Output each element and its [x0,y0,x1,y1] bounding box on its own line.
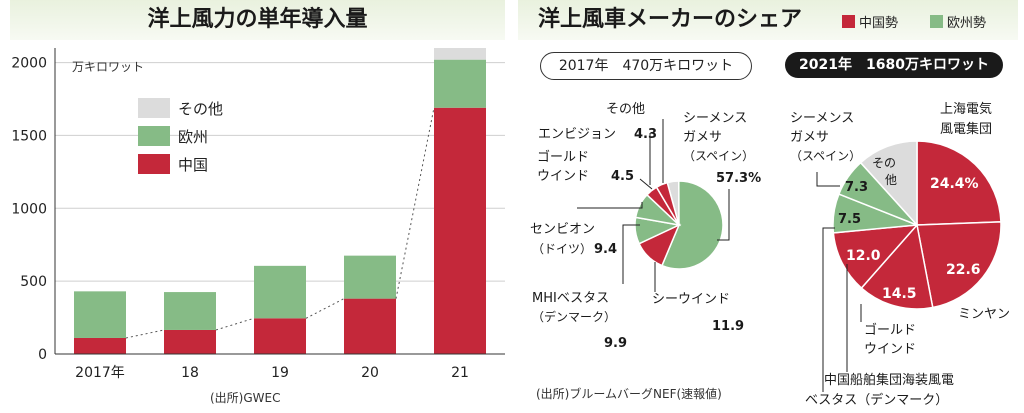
bar-china [74,337,126,354]
legend-europe-bar-swatch [138,126,170,146]
leader-line [717,189,730,241]
label-vestas: ベスタス（デンマーク） [805,392,948,408]
y-tick-label: 0 [38,347,47,363]
pie-2017-labels: その他 エンビジョン 4.3 ゴールド ウインド 4.5 シーメンス ガメサ （… [530,102,761,351]
china-trend-line [215,317,255,331]
value-envision: 4.3 [634,127,657,142]
y-tick-label: 1500 [11,128,47,144]
bar-chart-title: 洋上風力の単年導入量 [10,0,505,40]
leader-line [816,172,840,187]
y-tick-label: 1000 [11,201,47,217]
legend-china-bar-swatch [138,154,170,174]
pie-slice [660,180,724,270]
label-csic: 中国船舶集団海装風電 [824,372,954,388]
label-seawind: シーウインド [652,292,730,307]
x-tick-label: 19 [271,365,289,381]
label-goldwind-2021: ゴールド [864,322,916,338]
value-siemens: 57.3% [716,171,761,186]
label-mhi-2: （デンマーク） [532,309,616,324]
label-goldwind-2: ウインド [537,169,589,184]
label-sonota-2021-2: 他 [885,173,897,187]
china-trend-line [125,329,165,339]
label-senvion-2: （ドイツ） [532,242,592,256]
label-siemens: シーメンス [683,111,747,126]
label-sonota-2021: その [872,156,896,170]
pie-slice [916,221,1002,309]
label-siemens-2: ガメサ [683,130,722,145]
label-envision: エンビジョン [538,127,616,142]
label-mhi: MHIベスタス [532,291,609,306]
x-tick-label: 18 [181,365,199,381]
pie-slice [832,224,919,290]
value-senvion: 9.4 [594,242,617,257]
x-tick-label: 21 [451,365,469,381]
value-goldwind: 4.5 [611,169,634,184]
pie-2017-title: 2017年 470万キロワット [540,52,752,80]
legend-europe-label: 欧州勢 [947,16,987,31]
pie-slice [860,223,934,310]
value-goldwind-2021: 14.5 [882,286,917,302]
legend-other-swatch [138,98,170,118]
label-shanghai: 上海電気 [940,101,992,117]
value-vestas: 7.5 [838,212,861,227]
leader-line [577,202,643,209]
legend-europe-bar: 欧州 [178,128,208,146]
legend-china-label: 中国勢 [859,16,899,31]
pie-slice [655,181,680,226]
legend-china-swatch [842,15,855,28]
bar-europe [434,59,486,108]
value-seawind: 11.9 [712,319,744,334]
value-shanghai: 24.4% [930,176,979,192]
bar-europe [164,292,216,330]
legend-europe: 欧州勢 [930,12,986,31]
bar-china [254,318,306,354]
bar-china [164,329,216,354]
leader-line [639,178,653,190]
pie-slice [916,140,1002,226]
bar-china [344,298,396,354]
pie-slice [859,140,918,227]
pie-2021-labels: シーメンス ガメサ （スペイン） 上海電気 風電集団 ミンヤン ゴールド ウイン… [790,101,1010,408]
x-tick-label: 20 [361,365,379,381]
bar-china [434,107,486,354]
bar-europe [344,255,396,299]
label-siemens-2021-2: ガメサ [790,130,829,145]
legend-china-bar: 中国 [178,156,208,174]
label-siemens-2021: シーメンス [790,111,854,126]
y-unit-label: 万キロワット [72,60,144,74]
leader-line [822,227,835,392]
label-goldwind-2021-2: ウインド [864,342,916,357]
leader-line [622,224,640,284]
value-mhi: 9.9 [604,336,627,351]
bar-europe [74,291,126,338]
label-mingyang: ミンヤン [958,307,1010,322]
label-goldwind: ゴールド [537,149,589,165]
bar-other [434,48,486,60]
legend-china: 中国勢 [842,12,898,31]
bar-europe [254,265,306,319]
value-csic: 12.0 [846,248,881,264]
china-trend-line [305,298,345,319]
label-siemens-2021-3: （スペイン） [790,149,861,163]
pie-source: (出所)ブルームバーグNEF(速報値) [536,387,722,401]
x-tick-label: 2017年 [75,365,125,381]
value-mingyang: 22.6 [946,262,981,278]
legend-other: その他 [178,100,223,118]
bar-source: (出所)GWEC [210,391,281,405]
label-senvion: センビオン [530,222,595,237]
value-siemens-2021: 7.3 [845,180,868,195]
label-sonota: その他 [606,102,645,117]
pie-2021-title: 2021年 1680万キロワット [785,52,1003,78]
y-tick-label: 2000 [11,56,47,72]
label-shanghai-2: 風電集団 [940,121,992,137]
y-tick-label: 500 [20,274,47,290]
legend-europe-swatch [930,15,943,28]
label-siemens-3: （スペイン） [683,149,754,163]
